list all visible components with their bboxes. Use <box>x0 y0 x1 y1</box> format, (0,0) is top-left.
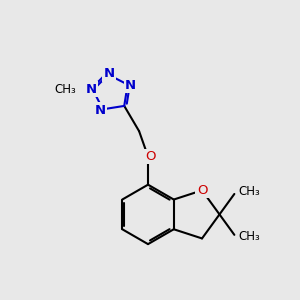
Text: N: N <box>125 79 136 92</box>
Text: N: N <box>104 67 115 80</box>
Text: CH₃: CH₃ <box>238 185 260 199</box>
Text: N: N <box>85 82 97 95</box>
Text: CH₃: CH₃ <box>54 83 76 96</box>
Text: O: O <box>146 150 156 163</box>
Text: CH₃: CH₃ <box>238 230 260 243</box>
Text: N: N <box>94 104 105 117</box>
Text: O: O <box>197 184 207 197</box>
